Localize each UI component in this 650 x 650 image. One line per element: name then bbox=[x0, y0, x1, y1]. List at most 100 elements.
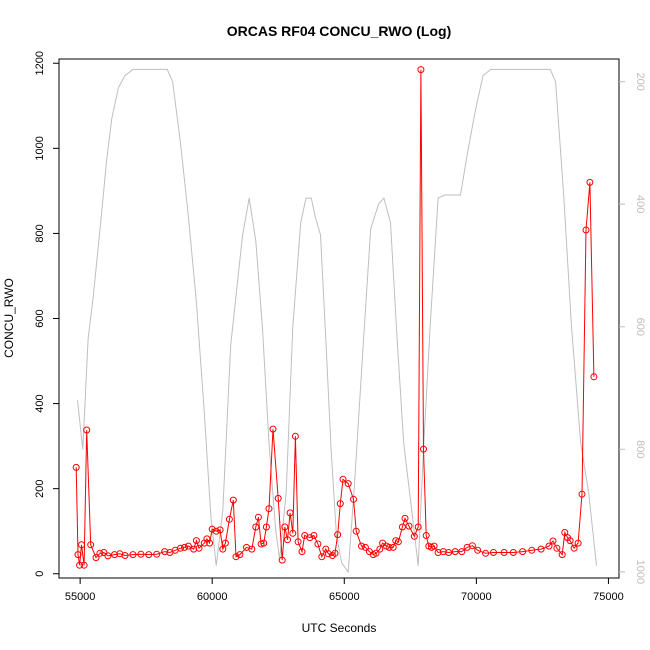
data-point bbox=[129, 551, 137, 559]
data-point bbox=[206, 539, 214, 547]
data-point bbox=[570, 544, 578, 552]
data-point bbox=[219, 545, 227, 553]
data-point bbox=[376, 545, 384, 553]
x-tick-label: 70000 bbox=[461, 591, 492, 603]
x-tick-label: 55000 bbox=[65, 591, 96, 603]
y-tick-label: 800 bbox=[34, 224, 46, 242]
data-point bbox=[74, 551, 82, 559]
data-point bbox=[545, 542, 553, 550]
data-point bbox=[278, 556, 286, 564]
data-point bbox=[553, 544, 561, 552]
y2-tick-label: 1000 bbox=[634, 560, 646, 584]
data-point bbox=[260, 539, 268, 547]
data-point bbox=[121, 552, 129, 559]
data-point bbox=[236, 551, 244, 559]
data-point bbox=[474, 546, 482, 554]
data-point bbox=[181, 543, 188, 551]
y-tick-label: 200 bbox=[34, 479, 46, 497]
data-point bbox=[352, 527, 360, 535]
x-tick-label: 65000 bbox=[329, 591, 360, 603]
data-point bbox=[161, 548, 169, 556]
data-point bbox=[225, 515, 233, 523]
data-point bbox=[385, 543, 393, 551]
data-point bbox=[490, 549, 497, 556]
y-tick-label: 1000 bbox=[34, 136, 46, 160]
y2-axis: 200 400 600 800 1000 bbox=[619, 72, 646, 584]
y2-tick-label: 800 bbox=[634, 440, 646, 458]
data-point bbox=[582, 226, 590, 234]
data-point bbox=[318, 553, 326, 561]
data-point bbox=[262, 523, 270, 531]
data-point bbox=[96, 549, 104, 557]
data-point bbox=[265, 505, 273, 513]
data-point bbox=[519, 548, 527, 556]
data-point bbox=[177, 544, 184, 552]
data-point bbox=[586, 178, 594, 186]
data-point bbox=[528, 546, 536, 554]
primary-series-layer bbox=[72, 66, 598, 569]
data-point bbox=[184, 542, 192, 550]
data-point bbox=[344, 480, 352, 488]
data-point bbox=[291, 432, 299, 440]
secondary-series-line bbox=[77, 68, 597, 574]
data-point bbox=[248, 545, 256, 553]
data-point bbox=[221, 539, 229, 547]
data-point bbox=[100, 549, 108, 556]
y-axis: 0 200 400 600 800 1000 1200 bbox=[34, 51, 59, 577]
data-point bbox=[254, 513, 262, 521]
data-point bbox=[286, 509, 294, 517]
y-tick-label: 1200 bbox=[34, 51, 46, 75]
data-point bbox=[331, 549, 339, 557]
data-point bbox=[422, 532, 430, 539]
data-point bbox=[314, 540, 322, 548]
data-point bbox=[439, 548, 447, 556]
data-point bbox=[389, 543, 397, 551]
data-point bbox=[284, 536, 291, 544]
series-line bbox=[75, 69, 595, 566]
data-point bbox=[500, 549, 508, 556]
data-point bbox=[72, 463, 80, 471]
x-tick-label: 75000 bbox=[593, 591, 624, 603]
x-axis-label: UTC Seconds bbox=[302, 621, 377, 635]
data-point bbox=[145, 551, 153, 559]
data-point bbox=[361, 543, 369, 551]
data-point bbox=[458, 548, 466, 556]
data-point bbox=[398, 523, 406, 531]
data-point bbox=[420, 445, 427, 453]
data-point bbox=[558, 551, 566, 559]
data-point bbox=[417, 66, 425, 74]
y-tick-label: 0 bbox=[34, 571, 46, 577]
x-tick-label: 60000 bbox=[197, 591, 228, 603]
data-point bbox=[445, 549, 453, 556]
data-point bbox=[509, 549, 517, 556]
data-point bbox=[566, 537, 574, 545]
data-point bbox=[549, 537, 557, 545]
data-point bbox=[372, 549, 380, 557]
data-point bbox=[269, 425, 277, 433]
y2-tick-label: 200 bbox=[634, 72, 646, 90]
data-point bbox=[76, 561, 84, 569]
data-point bbox=[216, 526, 224, 534]
chart-title: ORCAS RF04 CONCU_RWO (Log) bbox=[227, 23, 452, 39]
data-point bbox=[394, 538, 402, 546]
data-point bbox=[111, 551, 118, 559]
y-tick-label: 400 bbox=[34, 394, 46, 412]
data-point bbox=[324, 550, 332, 558]
data-point bbox=[401, 514, 409, 522]
data-point bbox=[192, 537, 200, 545]
data-point bbox=[274, 494, 282, 502]
data-point bbox=[339, 475, 347, 483]
data-point bbox=[229, 496, 237, 504]
data-point bbox=[289, 529, 297, 537]
data-point bbox=[87, 541, 95, 549]
data-point bbox=[358, 542, 365, 550]
data-point bbox=[414, 523, 422, 531]
data-point bbox=[310, 532, 318, 539]
data-point bbox=[212, 527, 220, 535]
data-point bbox=[590, 373, 598, 381]
data-point bbox=[574, 539, 582, 547]
data-point bbox=[294, 538, 302, 546]
y2-tick-label: 400 bbox=[634, 195, 646, 213]
data-point bbox=[350, 495, 357, 503]
data-point bbox=[336, 500, 344, 508]
